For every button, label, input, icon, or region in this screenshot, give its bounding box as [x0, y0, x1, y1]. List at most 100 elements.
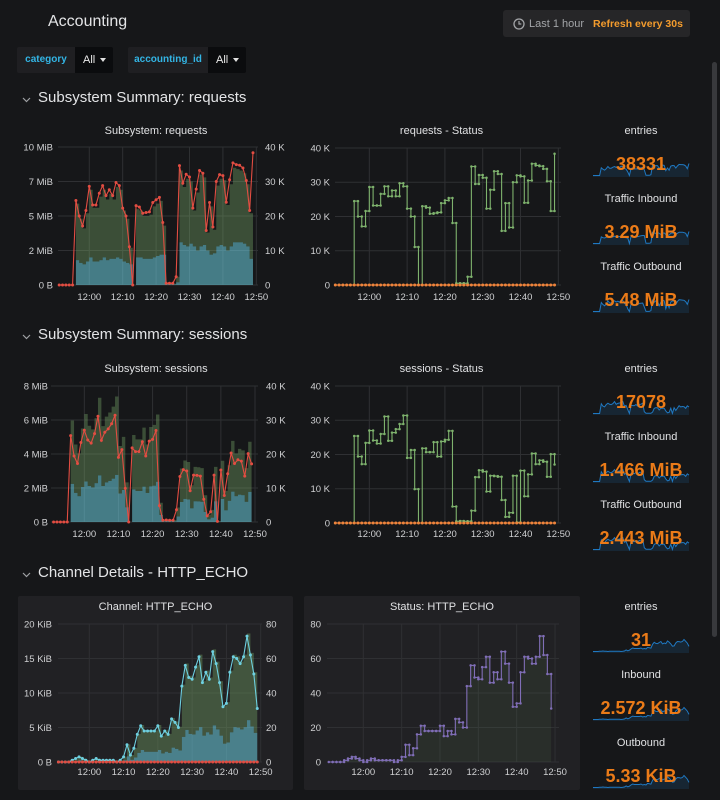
panel-title-requests-status[interactable]: requests - Status: [399, 125, 484, 137]
stat-title-sessions-traffic-outbound[interactable]: Traffic Outbound: [600, 499, 682, 511]
stat-title-requests-traffic-inbound[interactable]: Traffic Inbound: [604, 193, 678, 205]
data-point: [152, 760, 156, 764]
data-point: [534, 162, 537, 166]
data-point: [424, 283, 428, 287]
data-point: [402, 414, 405, 417]
area-outbound: [58, 633, 258, 762]
data-point: [167, 281, 171, 285]
chevron-down-icon: [22, 334, 31, 339]
data-point: [408, 743, 411, 746]
y-axis-left-tick-label: 30 K: [310, 416, 330, 427]
chart-channel-http-echo[interactable]: 0 B 5 KiB 10 KiB 15 KiB 20 KiB 0 20 40 60 80 12:00…: [18, 614, 293, 786]
data-point: [549, 283, 553, 287]
y-axis-left-tick-label: 0 B: [34, 517, 48, 528]
data-point: [234, 163, 238, 167]
row-header-sessions[interactable]: Subsystem Summary: sessions: [22, 326, 247, 344]
data-point: [63, 760, 67, 764]
data-point: [394, 521, 398, 525]
x-axis-tick-label: 12:30: [466, 767, 490, 778]
stat-title-sessions-entries[interactable]: entries: [624, 363, 658, 375]
data-point: [424, 521, 428, 525]
data-point: [369, 757, 373, 760]
data-point: [350, 757, 354, 760]
data-point: [368, 429, 371, 432]
data-point: [519, 521, 523, 525]
panel-title-status-http-echo[interactable]: Status: HTTP_ECHO: [390, 601, 494, 613]
data-point: [522, 521, 526, 525]
chevron-down-icon: [22, 97, 31, 102]
data-point: [103, 430, 107, 434]
data-point: [369, 759, 373, 762]
stat-title-http-echo-outbound[interactable]: Outbound: [616, 737, 666, 749]
data-point: [503, 662, 507, 665]
dashboard-title[interactable]: Accounting: [48, 13, 128, 30]
y-axis-left-tick-label: 5 MiB: [29, 211, 53, 222]
data-point: [121, 206, 125, 210]
data-point: [120, 448, 124, 452]
time-picker-button[interactable]: Last 1 hour Refresh every 30s: [503, 10, 690, 37]
data-point: [481, 176, 484, 180]
data-point: [553, 463, 556, 466]
data-point: [185, 469, 189, 473]
data-point: [447, 283, 451, 287]
y-axis-right-tick-label: 0: [266, 517, 271, 528]
data-point: [489, 207, 492, 210]
panel-title-channel-http-echo[interactable]: Channel: HTTP_ECHO: [98, 601, 213, 613]
chart-requests-status[interactable]: 0 10 K 20 K 30 K 40 K 12:00 12:10 12:20 12:30 12:…: [300, 138, 585, 308]
data-point: [379, 432, 382, 436]
data-point: [251, 151, 255, 155]
data-point: [229, 451, 233, 455]
chart-status-http-echo[interactable]: 0 20 40 60 80 12:00 12:10 12:20 12:30 12:40 12:50: [304, 614, 580, 786]
x-axis-tick-label: 12:50: [249, 767, 273, 778]
chart-subsystem-requests[interactable]: 0 B 2 MiB 5 MiB 7 MiB 10 MiB 0 10 K 20 K 30 K 40 …: [0, 138, 300, 308]
data-point: [413, 487, 416, 491]
panel-title-sessions-status[interactable]: sessions - Status: [399, 363, 484, 375]
x-axis-tick-label: 12:10: [111, 292, 135, 303]
data-point: [507, 226, 511, 229]
variable-dropdown-category[interactable]: All: [75, 47, 113, 73]
data-point: [111, 194, 115, 198]
data-point: [142, 729, 146, 733]
y-axis-right-tick-label: 30 K: [266, 415, 286, 426]
data-point: [420, 204, 424, 208]
data-point: [484, 283, 488, 287]
row-header-requests[interactable]: Subsystem Summary: requests: [22, 89, 246, 107]
data-point: [500, 677, 503, 681]
data-point: [382, 283, 386, 287]
data-point: [447, 429, 450, 433]
data-point: [549, 452, 553, 456]
stat-title-http-echo-inbound[interactable]: Inbound: [621, 669, 661, 681]
data-point: [195, 473, 199, 477]
data-point: [360, 462, 364, 466]
panel-title-subsystem-requests[interactable]: Subsystem: requests: [104, 125, 208, 137]
data-point: [197, 655, 201, 659]
data-point: [379, 521, 383, 525]
x-axis-tick-label: 12:00: [357, 529, 381, 540]
row-header-channel-details[interactable]: Channel Details - HTTP_ECHO: [22, 564, 248, 582]
data-point: [127, 245, 131, 249]
stat-title-requests-traffic-outbound[interactable]: Traffic Outbound: [600, 261, 682, 273]
data-point: [144, 454, 148, 458]
x-axis-tick-label: 12:40: [509, 529, 533, 540]
data-point: [115, 760, 119, 764]
stat-title-sessions-traffic-inbound[interactable]: Traffic Inbound: [604, 431, 678, 443]
y-axis-right-tick-label: 40 K: [266, 381, 286, 392]
data-point: [443, 438, 447, 442]
data-point: [538, 634, 541, 638]
chart-subsystem-sessions[interactable]: 0 B 2 MiB 4 MiB 6 MiB 8 MiB 0 10 K 20 K 30 K 40 K…: [0, 376, 300, 546]
variable-dropdown-accounting-id[interactable]: All: [208, 47, 246, 73]
data-point: [432, 521, 436, 525]
data-point: [477, 173, 481, 177]
data-point: [356, 521, 360, 525]
data-point: [390, 431, 394, 434]
data-point: [226, 472, 230, 476]
y-axis-left-tick-label: 20 K: [310, 212, 330, 223]
stat-title-requests-entries[interactable]: entries: [624, 125, 658, 137]
data-point: [504, 498, 507, 502]
panel-title-subsystem-sessions[interactable]: Subsystem: sessions: [104, 363, 208, 375]
page-scrollbar[interactable]: [712, 62, 717, 637]
stat-title-http-echo-entries[interactable]: entries: [624, 601, 658, 613]
chart-sessions-status[interactable]: 0 10 K 20 K 30 K 40 K 12:00 12:10 12:20 12:30 12:…: [300, 376, 585, 546]
data-point: [465, 726, 469, 729]
data-point: [473, 521, 477, 525]
